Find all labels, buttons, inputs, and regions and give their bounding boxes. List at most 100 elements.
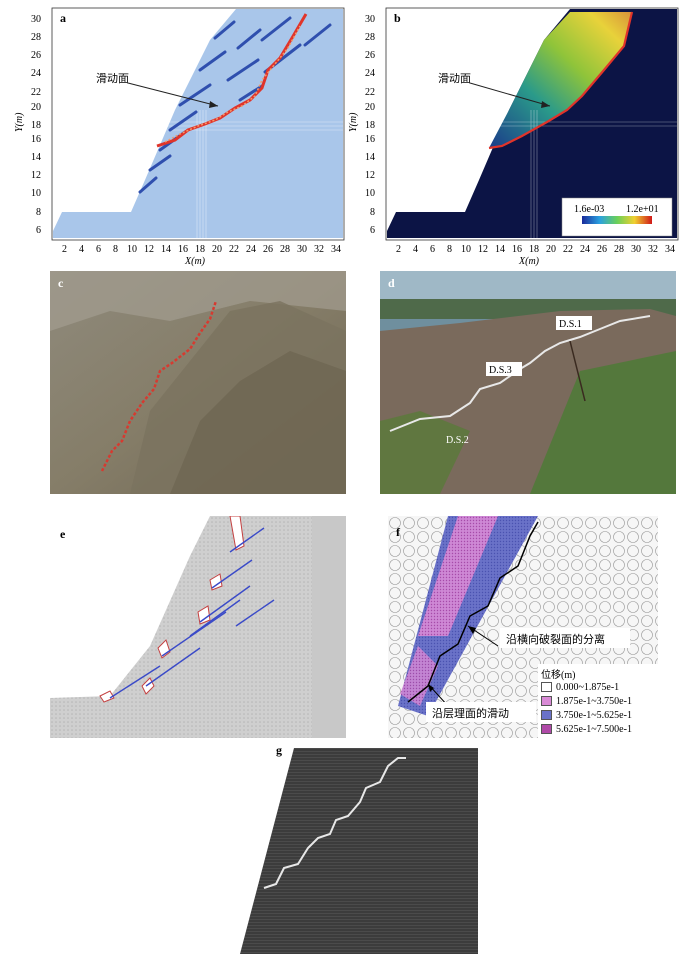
panel-label-c: c [58, 276, 64, 290]
x-tick: 20 [212, 244, 222, 255]
y-tick: 30 [31, 14, 41, 25]
x-tick: 4 [79, 244, 84, 255]
x-tick: 18 [529, 244, 539, 255]
x-tick: 18 [195, 244, 205, 255]
panel-label-a: a [60, 11, 66, 25]
legend-item: 5.625e-1~7.500e-1 [541, 722, 659, 736]
x-tick: 12 [144, 244, 154, 255]
photo-d: D.S.1 D.S.3 D.S.2 d [380, 271, 676, 494]
x-tick: 34 [665, 244, 675, 255]
colorbar [582, 216, 652, 224]
x-tick: 12 [478, 244, 488, 255]
x-tick: 28 [614, 244, 624, 255]
tag-ds1: D.S.1 [559, 319, 582, 330]
photo-c: c [50, 271, 346, 494]
slide-boundary [407, 521, 539, 703]
x-tick: 16 [512, 244, 522, 255]
x-tick: 2 [396, 244, 401, 255]
x-tick-labels-b: 2 4 6 8 10 12 14 16 18 20 22 24 26 28 30… [396, 244, 675, 255]
sliding-surface-line [156, 13, 308, 148]
x-axis-label-b: X(m) [518, 256, 540, 267]
legend-label: 3.750e-1~5.625e-1 [556, 709, 632, 721]
panel-g: g [236, 743, 482, 956]
legend-swatch [541, 682, 552, 692]
y-tick: 30 [365, 14, 375, 25]
x-tick: 22 [229, 244, 239, 255]
y-tick: 14 [365, 152, 375, 163]
x-tick: 20 [546, 244, 556, 255]
y-tick: 28 [365, 32, 375, 43]
tag-ds3: D.S.3 [489, 365, 512, 376]
x-tick: 34 [331, 244, 341, 255]
annot-slide: 沿层理面的滑动 [432, 706, 509, 720]
panel-label-g: g [276, 744, 282, 757]
x-tick: 4 [413, 244, 418, 255]
x-tick: 30 [631, 244, 641, 255]
y-tick: 10 [31, 188, 41, 199]
x-tick: 14 [495, 244, 505, 255]
y-tick: 16 [365, 134, 375, 145]
y-tick: 8 [36, 207, 41, 218]
sliding-surface-line-b [488, 11, 634, 150]
x-tick: 10 [461, 244, 471, 255]
legend-item: 0.000~1.875e-1 [541, 680, 659, 694]
annotation-slide-surface-b: 滑动面 [438, 72, 471, 85]
panel-d: D.S.1 D.S.3 D.S.2 d [380, 271, 676, 494]
y-tick: 16 [31, 134, 41, 145]
y-tick: 6 [36, 225, 41, 236]
x-tick: 8 [447, 244, 452, 255]
x-tick: 28 [280, 244, 290, 255]
panel-label-f: f [396, 525, 401, 539]
legend-label: 0.000~1.875e-1 [556, 681, 620, 693]
y-tick: 12 [31, 170, 41, 181]
panel-c: c [50, 271, 346, 494]
x-axis-label-a: X(m) [184, 256, 206, 267]
y-tick: 22 [31, 87, 41, 98]
y-tick: 14 [31, 152, 41, 163]
y-tick: 24 [31, 68, 41, 79]
legend-label: 1.875e-1~3.750e-1 [556, 695, 632, 707]
trace-line-g [263, 757, 406, 889]
x-tick: 24 [580, 244, 590, 255]
y-tick-labels-b: 6 8 10 12 14 16 18 20 22 24 26 28 30 [365, 14, 375, 236]
panel-b-plot: 滑动面 1.6e-03 1.2e+01 6 8 10 12 14 16 18 2… [348, 7, 679, 267]
y-tick: 10 [365, 188, 375, 199]
panel-a: 滑动面 6 8 10 12 14 16 18 20 22 24 26 28 30… [0, 0, 345, 268]
y-tick: 22 [365, 87, 375, 98]
ds-line [389, 315, 651, 432]
x-tick: 6 [96, 244, 101, 255]
annotation-slide-surface-a: 滑动面 [96, 72, 129, 85]
y-tick: 24 [365, 68, 375, 79]
legend-swatch [541, 696, 552, 706]
legend-item: 1.875e-1~3.750e-1 [541, 694, 659, 708]
x-tick: 8 [113, 244, 118, 255]
y-tick: 20 [31, 102, 41, 113]
x-tick-labels-a: 2 4 6 8 10 12 14 16 18 20 22 24 26 28 30… [62, 244, 341, 255]
x-tick: 24 [246, 244, 256, 255]
panel-label-e: e [60, 527, 66, 541]
y-tick: 26 [31, 50, 41, 61]
x-tick: 16 [178, 244, 188, 255]
y-tick: 18 [31, 120, 41, 131]
y-tick: 20 [365, 102, 375, 113]
x-tick: 32 [648, 244, 658, 255]
y-tick: 12 [365, 170, 375, 181]
y-tick: 26 [365, 50, 375, 61]
panel-label-d: d [388, 276, 395, 290]
legend-item: 3.750e-1~5.625e-1 [541, 708, 659, 722]
legend-title: 位移(m) [541, 669, 576, 681]
panel-g-plot: g [240, 743, 478, 954]
x-tick: 32 [314, 244, 324, 255]
y-tick: 28 [31, 32, 41, 43]
displacement-zone [489, 12, 632, 148]
trace-line [100, 300, 218, 472]
y-tick-labels-a: 6 8 10 12 14 16 18 20 22 24 26 28 30 [31, 14, 41, 236]
panel-e-plot: e [50, 515, 346, 738]
x-tick: 6 [430, 244, 435, 255]
panel-b: 滑动面 1.6e-03 1.2e+01 6 8 10 12 14 16 18 2… [342, 0, 687, 268]
panel-e: e [50, 515, 346, 738]
y-tick: 18 [365, 120, 375, 131]
x-tick: 26 [597, 244, 607, 255]
legend-swatch [541, 724, 552, 734]
legend-swatch [541, 710, 552, 720]
